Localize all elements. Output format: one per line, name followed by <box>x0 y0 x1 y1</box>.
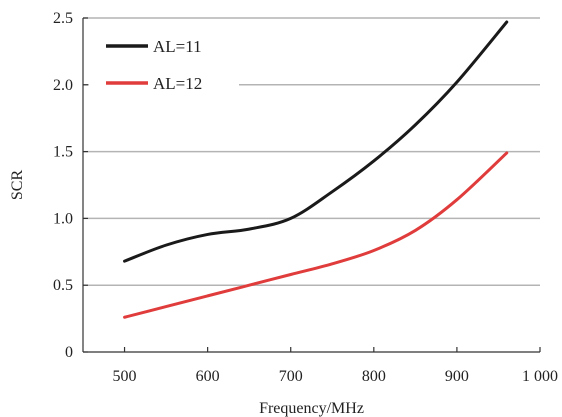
series-line-1 <box>123 20 509 263</box>
y-tick-label-1: 0.5 <box>53 277 73 294</box>
series-line-2 <box>123 151 509 319</box>
x-tick-label-3: 800 <box>362 368 386 385</box>
legend: AL=11 AL=12 <box>89 26 239 93</box>
legend-label-2: AL=12 <box>153 74 202 93</box>
legend-label-1: AL=11 <box>153 37 202 56</box>
x-tick-label-0: 500 <box>113 368 137 385</box>
x-tick-label-5: 1 000 <box>522 368 558 385</box>
y-tick-label-0: 0 <box>65 344 73 361</box>
y-axis-title: SCR <box>9 170 26 201</box>
series-lines <box>123 20 509 319</box>
axes <box>82 17 541 353</box>
y-tick-label-2: 1.0 <box>53 210 73 227</box>
x-tick-label-4: 900 <box>445 368 469 385</box>
y-tick-label-5: 2.5 <box>53 10 73 27</box>
tick-labels: 0 0.5 1.0 1.5 2.0 2.5 500 600 700 800 900 1 000 <box>53 10 558 385</box>
x-tick-label-2: 700 <box>279 368 303 385</box>
x-tick-label-1: 600 <box>196 368 220 385</box>
x-axis-title: Frequency/MHz <box>259 400 364 417</box>
legend-background <box>89 26 239 90</box>
y-tick-label-4: 2.0 <box>53 77 73 94</box>
y-tick-label-3: 1.5 <box>53 144 73 161</box>
